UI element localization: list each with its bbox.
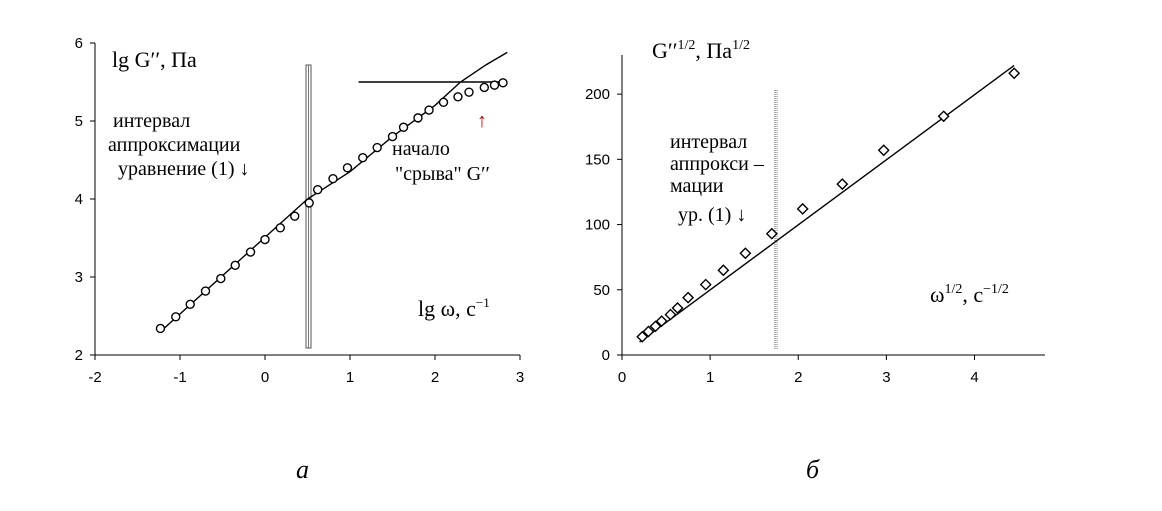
plot-b-ticks: 0 1 2 3 4 0 50 100 150 200 <box>585 86 979 386</box>
data-point <box>328 174 338 184</box>
data-point <box>655 315 668 328</box>
x-tick-label: 4 <box>970 369 978 386</box>
plot-a-series <box>155 51 508 334</box>
annotation-line: аппроксимации <box>108 134 241 156</box>
data-point <box>171 312 181 322</box>
data-point <box>717 264 730 277</box>
data-point <box>290 211 300 221</box>
x-tick-label: 0 <box>618 369 626 386</box>
data-point <box>313 184 323 195</box>
panel-b: 0 1 2 3 4 0 50 100 150 200 G′′1/2, Па1/2 ω1/2, с−… <box>585 38 1045 484</box>
annotation-line: аппрокси – <box>670 153 765 175</box>
x-tick-label: -1 <box>173 369 186 386</box>
data-point <box>424 105 434 115</box>
data-point <box>642 325 655 338</box>
data-point <box>765 227 778 240</box>
x-tick-label: 2 <box>431 369 439 386</box>
plot-a-xlabel: lg ω, с−1 <box>418 295 490 321</box>
data-point <box>387 131 398 142</box>
x-tick-label: 3 <box>516 369 524 386</box>
plot-b-ylabel: G′′1/2, Па1/2 <box>652 38 750 63</box>
annotation-line: интервал <box>113 110 190 132</box>
data-point <box>185 299 195 309</box>
plot-a-annotation-stall: начало "срыва" G′′ ↑ <box>392 110 490 185</box>
data-point <box>664 308 677 321</box>
data-point <box>636 330 649 343</box>
data-point <box>699 278 712 291</box>
x-tick-label: -2 <box>88 369 101 386</box>
data-point <box>304 198 314 208</box>
x-tick-label: 1 <box>706 369 714 386</box>
x-tick-label: 2 <box>794 369 802 386</box>
data-point <box>671 302 684 315</box>
annotation-line: интервал <box>670 131 747 153</box>
annotation-line: мации <box>670 175 724 197</box>
data-point <box>398 122 409 132</box>
data-point <box>682 291 695 304</box>
data-point <box>479 82 489 93</box>
y-tick-label: 6 <box>75 35 83 52</box>
data-point <box>836 178 849 191</box>
data-point <box>372 142 382 153</box>
annotation-line: "срыва" G′′ <box>395 163 490 185</box>
data-point <box>245 247 256 257</box>
data-point <box>498 78 508 88</box>
data-point <box>1008 67 1021 80</box>
up-arrow-icon: ↑ <box>477 110 487 132</box>
plot-a-ticks: -2 -1 0 1 2 3 2 3 4 5 6 <box>75 35 525 386</box>
series-line <box>159 51 508 333</box>
y-tick-label: 3 <box>75 269 83 286</box>
data-point <box>413 113 423 123</box>
panel-a: -2 -1 0 1 2 3 2 3 4 5 6 lg G′′, Па lg ω, с−1 интер… <box>75 35 525 484</box>
y-tick-label: 200 <box>585 86 610 103</box>
data-point <box>796 202 809 215</box>
y-tick-label: 150 <box>585 151 610 168</box>
y-tick-label: 100 <box>585 217 610 234</box>
data-point <box>489 80 500 90</box>
y-tick-label: 0 <box>602 347 610 364</box>
panel-b-caption: б <box>806 455 820 484</box>
x-tick-label: 3 <box>882 369 890 386</box>
data-point <box>438 97 449 107</box>
data-point <box>216 273 226 284</box>
data-point <box>155 323 166 334</box>
y-tick-label: 50 <box>593 282 610 299</box>
annotation-line: уравнение (1) ↓ <box>118 158 250 180</box>
data-point <box>877 144 890 157</box>
annotation-line: начало <box>392 138 450 160</box>
data-point <box>200 286 211 296</box>
data-point <box>453 92 463 102</box>
x-tick-label: 1 <box>346 369 354 386</box>
data-point <box>464 87 474 97</box>
y-tick-label: 4 <box>75 191 83 208</box>
data-point <box>275 223 285 233</box>
plot-a-ylabel: lg G′′, Па <box>112 47 197 72</box>
plot-b-series <box>636 64 1021 343</box>
annotation-line: ур. (1) ↓ <box>678 204 746 226</box>
y-tick-label: 2 <box>75 347 83 364</box>
data-point <box>739 247 752 260</box>
y-tick-label: 5 <box>75 113 83 130</box>
data-point <box>937 110 950 123</box>
data-point <box>260 234 270 245</box>
x-tick-label: 0 <box>261 369 269 386</box>
plot-b-vband <box>774 90 778 350</box>
plot-a-annotation-interval: интервал аппроксимации уравнение (1) ↓ <box>108 110 250 180</box>
data-point <box>358 152 368 163</box>
series-line <box>639 64 1015 343</box>
plot-b-annotation-interval: интервал аппрокси – мации ур. (1) ↓ <box>670 131 765 226</box>
data-point <box>342 163 353 173</box>
data-point <box>649 320 662 333</box>
panel-a-caption: а <box>296 455 309 484</box>
data-point <box>230 260 240 270</box>
plot-b-xlabel: ω1/2, с−1/2 <box>930 282 1009 307</box>
